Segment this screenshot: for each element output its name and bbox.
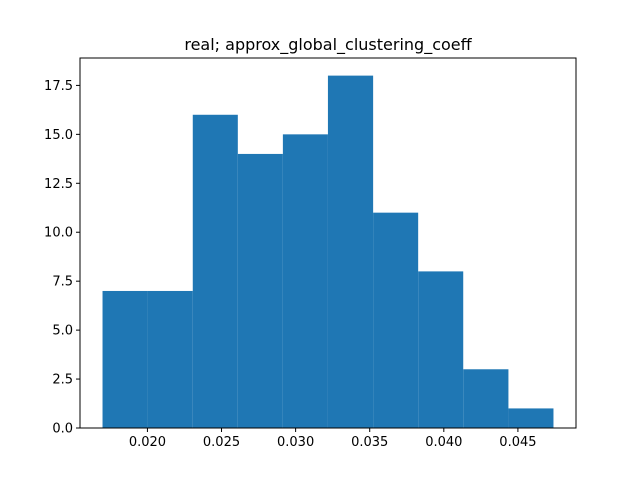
y-tick-label: 17.5 xyxy=(44,79,73,94)
histogram-bar-10 xyxy=(508,408,554,428)
histogram-bar-8 xyxy=(418,271,464,428)
y-tick-label: 5.0 xyxy=(52,324,73,339)
bars-group xyxy=(102,75,554,429)
histogram-bar-5 xyxy=(282,134,328,428)
histogram-bar-3 xyxy=(192,114,238,429)
y-tick-label: 0.0 xyxy=(52,422,73,437)
histogram-bar-9 xyxy=(463,369,509,428)
histogram-bar-1 xyxy=(102,290,148,428)
histogram-bar-7 xyxy=(373,212,419,428)
axes-frame xyxy=(79,57,577,429)
y-tick-label: 12.5 xyxy=(44,177,73,192)
x-tick-label: 0.035 xyxy=(351,435,388,450)
y-axis: 0.0 2.5 5.0 7.5 10.0 12.5 15.0 17.5 xyxy=(44,79,80,437)
y-tick-label: 10.0 xyxy=(44,226,73,241)
x-tick-label: 0.025 xyxy=(203,435,240,450)
chart-title: real; approx_global_clustering_coeff xyxy=(184,35,472,55)
y-tick-label: 15.0 xyxy=(44,128,73,143)
x-tick-label: 0.045 xyxy=(499,435,536,450)
x-tick-label: 0.040 xyxy=(425,435,462,450)
x-axis: 0.020 0.025 0.030 0.035 0.040 0.045 xyxy=(129,428,537,450)
histogram-bar-4 xyxy=(237,153,283,428)
x-tick-label: 0.020 xyxy=(129,435,166,450)
y-tick-label: 7.5 xyxy=(52,275,73,290)
histogram-bar-6 xyxy=(327,75,374,429)
histogram-bar-2 xyxy=(147,290,193,428)
x-tick-label: 0.030 xyxy=(277,435,314,450)
y-tick-label: 2.5 xyxy=(52,373,73,388)
